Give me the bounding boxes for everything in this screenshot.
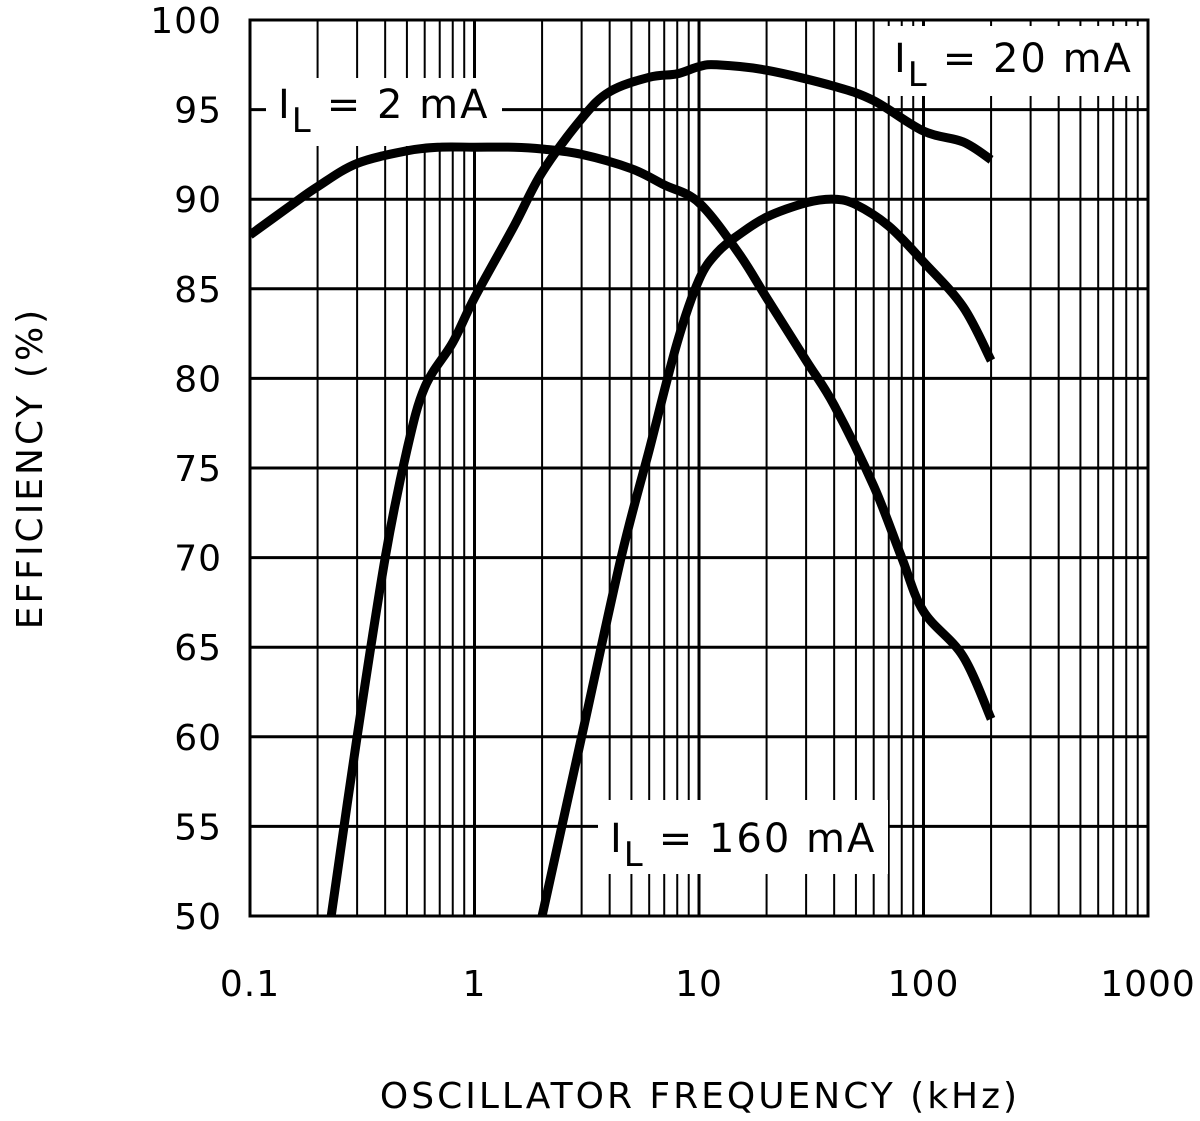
curve-label-symbol: I <box>894 36 908 82</box>
curve-label-subscript: L <box>292 101 313 141</box>
x-tick-labels: 0.1 1 10 100 1000 <box>220 964 1196 1005</box>
y-tick-label: 55 <box>174 807 222 848</box>
x-tick-label: 0.1 <box>220 964 280 1005</box>
y-tick-label: 90 <box>174 180 222 221</box>
curve-label-box <box>886 26 1144 96</box>
curve-label-backgrounds <box>266 26 1144 874</box>
y-tick-label: 95 <box>174 91 222 132</box>
curve-label-1: IL = 2 mA <box>278 82 489 141</box>
curve-label-box <box>598 800 888 874</box>
curve-label-box <box>266 78 502 146</box>
curve-label-symbol: I <box>278 82 292 128</box>
y-tick-label: 80 <box>174 359 222 400</box>
y-axis-title: EFFICIENCY (%) <box>10 307 51 629</box>
y-tick-labels: 50 55 60 65 70 75 80 85 90 95 100 <box>150 1 222 938</box>
curve-label-3: IL = 160 mA <box>610 816 876 875</box>
curve-label-subscript: L <box>624 835 645 875</box>
curve-label-2: IL = 20 mA <box>894 36 1133 95</box>
curve-label-value: = 20 mA <box>943 36 1133 82</box>
y-tick-label: 85 <box>174 270 222 311</box>
y-tick-label: 65 <box>174 628 222 669</box>
x-tick-label: 10 <box>675 964 723 1005</box>
y-tick-label: 50 <box>174 897 222 938</box>
series-line-3 <box>537 194 996 916</box>
y-tick-label: 100 <box>150 1 222 42</box>
series-line-1 <box>250 142 996 721</box>
x-tick-label: 1 <box>463 964 487 1005</box>
data-curves <box>250 60 996 916</box>
y-tick-label: 70 <box>174 539 222 580</box>
plot-frame <box>248 18 1150 918</box>
curve-label-subscript: L <box>908 55 929 95</box>
x-axis-title: OSCILLATOR FREQUENCY (kHz) <box>380 1076 1020 1117</box>
x-tick-label: 100 <box>888 964 960 1005</box>
series-line-2 <box>326 60 994 916</box>
x-tick-label: 1000 <box>1100 964 1196 1005</box>
curve-label-value: = 160 mA <box>659 816 877 862</box>
y-tick-label: 75 <box>174 449 222 490</box>
curve-label-value: = 2 mA <box>327 82 490 128</box>
y-tick-label: 60 <box>174 718 222 759</box>
curve-label-symbol: I <box>610 816 624 862</box>
